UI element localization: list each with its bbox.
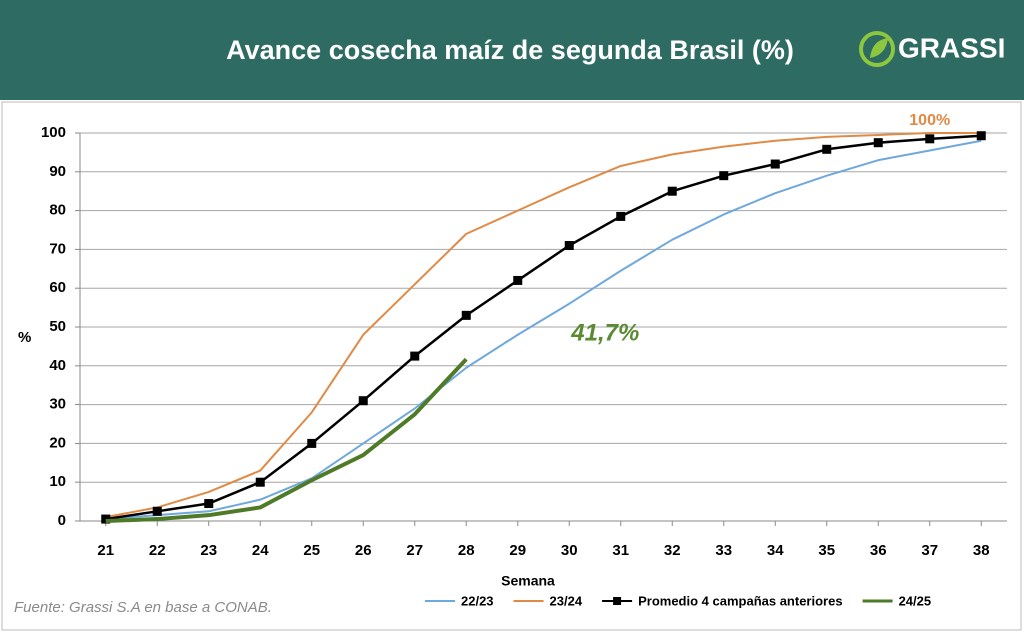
y-tick-label: 40 xyxy=(49,357,66,374)
annotation: 41,7% xyxy=(570,320,639,347)
y-tick-label: 10 xyxy=(49,473,66,490)
x-axis-label: Semana xyxy=(501,573,555,589)
x-tick-label: 28 xyxy=(458,542,475,559)
y-tick-label: 30 xyxy=(49,396,66,413)
series-marker xyxy=(461,310,471,320)
x-tick-label: 35 xyxy=(818,542,835,559)
x-tick-label: 29 xyxy=(509,542,526,559)
x-tick-label: 26 xyxy=(355,542,372,559)
y-tick-label: 60 xyxy=(49,279,66,296)
x-tick-label: 21 xyxy=(97,542,114,559)
series-marker xyxy=(152,506,162,516)
series-marker xyxy=(616,211,626,221)
series-marker xyxy=(719,171,729,181)
annotation: 100% xyxy=(909,112,950,129)
y-tick-label: 100 xyxy=(41,124,66,141)
series-marker xyxy=(770,159,780,169)
y-tick-label: 70 xyxy=(49,240,66,257)
x-tick-label: 25 xyxy=(303,542,320,559)
series-marker xyxy=(204,499,214,509)
legend-label: 22/23 xyxy=(461,593,494,608)
series-marker xyxy=(873,138,883,148)
y-tick-label: 90 xyxy=(49,163,66,180)
legend-marker xyxy=(613,597,622,605)
legend-label: 24/25 xyxy=(899,593,932,608)
header-banner xyxy=(0,0,1024,100)
chart-border xyxy=(1,101,1022,631)
y-tick-label: 50 xyxy=(49,318,66,335)
series-line xyxy=(105,132,982,519)
x-tick-label: 27 xyxy=(406,542,423,559)
x-tick-label: 34 xyxy=(767,542,784,559)
series-line xyxy=(105,139,982,521)
series-marker xyxy=(925,134,935,144)
series-marker xyxy=(976,131,986,141)
series-marker xyxy=(667,186,677,196)
y-tick-label: 20 xyxy=(49,434,66,451)
x-tick-label: 30 xyxy=(561,542,578,559)
series-marker xyxy=(358,396,368,406)
x-tick-label: 38 xyxy=(973,542,990,559)
series-line xyxy=(105,357,468,523)
series-marker xyxy=(513,275,523,285)
x-tick-label: 22 xyxy=(149,542,166,559)
brand: GRASSI xyxy=(898,32,1005,63)
series-marker xyxy=(822,144,832,154)
x-tick-label: 23 xyxy=(200,542,217,559)
x-tick-label: 24 xyxy=(252,542,269,559)
y-tick-label: 80 xyxy=(49,202,66,219)
series-marker xyxy=(410,351,420,361)
x-tick-label: 31 xyxy=(612,542,629,559)
y-axis-label: % xyxy=(18,329,31,346)
series-marker xyxy=(255,477,265,487)
series-marker xyxy=(307,438,317,448)
x-tick-label: 33 xyxy=(715,542,732,559)
source: Fuente: Grassi S.A en base a CONAB. xyxy=(14,599,272,616)
legend-label: 23/24 xyxy=(550,593,583,608)
x-tick-label: 37 xyxy=(921,542,938,559)
chart-title: Avance cosecha maíz de segunda Brasil (%… xyxy=(226,35,794,65)
x-tick-label: 36 xyxy=(870,542,887,559)
series-line xyxy=(105,134,982,521)
x-tick-label: 32 xyxy=(664,542,681,559)
series-marker xyxy=(564,241,574,251)
y-tick-label: 0 xyxy=(58,512,66,529)
legend-label: Promedio 4 campañas anteriores xyxy=(638,593,842,608)
logo xyxy=(859,31,895,67)
